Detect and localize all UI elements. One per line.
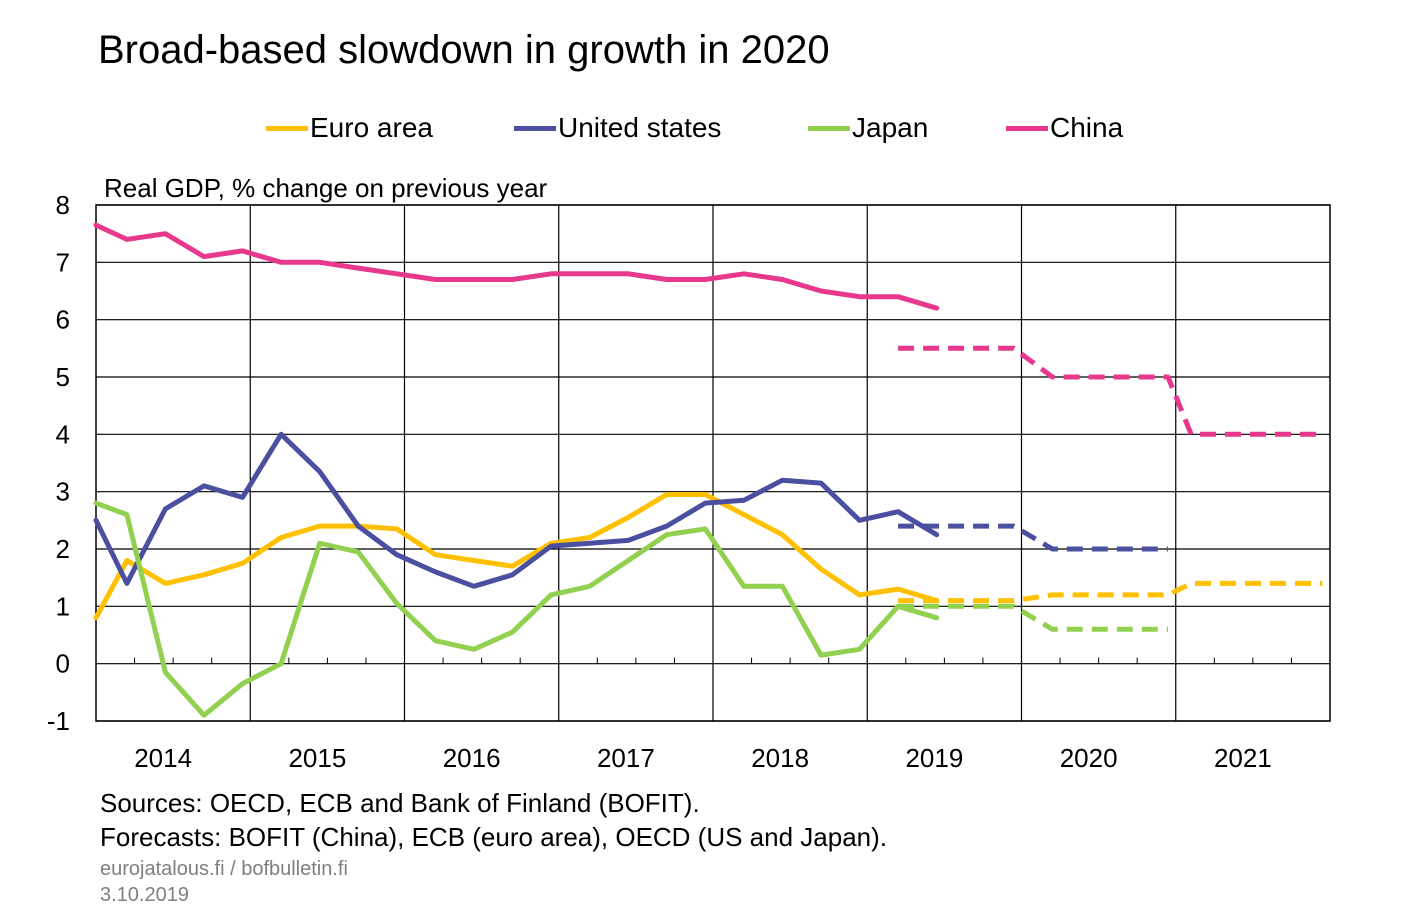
- y-tick-label: 1: [56, 591, 70, 621]
- y-tick-label: 4: [56, 419, 70, 449]
- legend-swatch-euro-area: [266, 125, 308, 131]
- series-line-euro-area: [93, 492, 940, 621]
- series-line-united-states: [93, 431, 940, 589]
- x-tick-label: 2020: [1060, 743, 1118, 773]
- legend-label-japan: Japan: [852, 112, 929, 143]
- forecasts-note: Forecasts: BOFIT (China), ECB (euro area…: [100, 822, 888, 852]
- x-tick-label: 2021: [1214, 743, 1272, 773]
- x-tick-label: 2015: [288, 743, 346, 773]
- x-tick-label: 2016: [443, 743, 501, 773]
- forecast-line-china: [898, 345, 1323, 437]
- y-tick-label: -1: [47, 706, 70, 736]
- legend-item-japan: Japan: [808, 112, 928, 144]
- y-tick-label: 6: [56, 305, 70, 335]
- x-tick-label: 2019: [905, 743, 963, 773]
- legend-label-united-states: United states: [558, 112, 722, 143]
- series-line-japan: [93, 500, 940, 718]
- forecast-line-united-states: [898, 523, 1168, 552]
- legend-item-euro-area: Euro area: [266, 112, 433, 144]
- x-tick-label: 2017: [597, 743, 655, 773]
- plot-area: [95, 204, 1331, 722]
- y-tick-label: 0: [56, 649, 70, 679]
- y-tick-label: 7: [56, 247, 70, 277]
- y-tick-label: 2: [56, 534, 70, 564]
- legend-swatch-united-states: [514, 125, 556, 131]
- y-tick-label: 3: [56, 477, 70, 507]
- site-credit: eurojatalous.fi / bofbulletin.fi: [100, 858, 348, 880]
- forecast-line-euro-area: [898, 580, 1323, 604]
- y-tick-label: 5: [56, 362, 70, 392]
- chart-legend: Euro area United states Japan China: [0, 112, 1407, 152]
- legend-item-china: China: [1006, 112, 1123, 144]
- legend-label-china: China: [1050, 112, 1124, 143]
- publish-date: 3.10.2019: [100, 884, 189, 906]
- legend-swatch-japan: [808, 125, 850, 131]
- legend-item-united-states: United states: [514, 112, 721, 144]
- x-tick-label: 2018: [751, 743, 809, 773]
- legend-swatch-china: [1006, 125, 1048, 131]
- y-axis-label: Real GDP, % change on previous year: [104, 173, 548, 203]
- series-line-china: [93, 222, 940, 311]
- x-tick-label: 2014: [134, 743, 192, 773]
- sources-note: Sources: OECD, ECB and Bank of Finland (…: [100, 788, 700, 818]
- chart-title: Broad-based slowdown in growth in 2020: [98, 28, 830, 72]
- legend-label-euro-area: Euro area: [310, 112, 433, 143]
- forecast-line-japan: [898, 603, 1168, 632]
- y-tick-label: 8: [56, 190, 70, 220]
